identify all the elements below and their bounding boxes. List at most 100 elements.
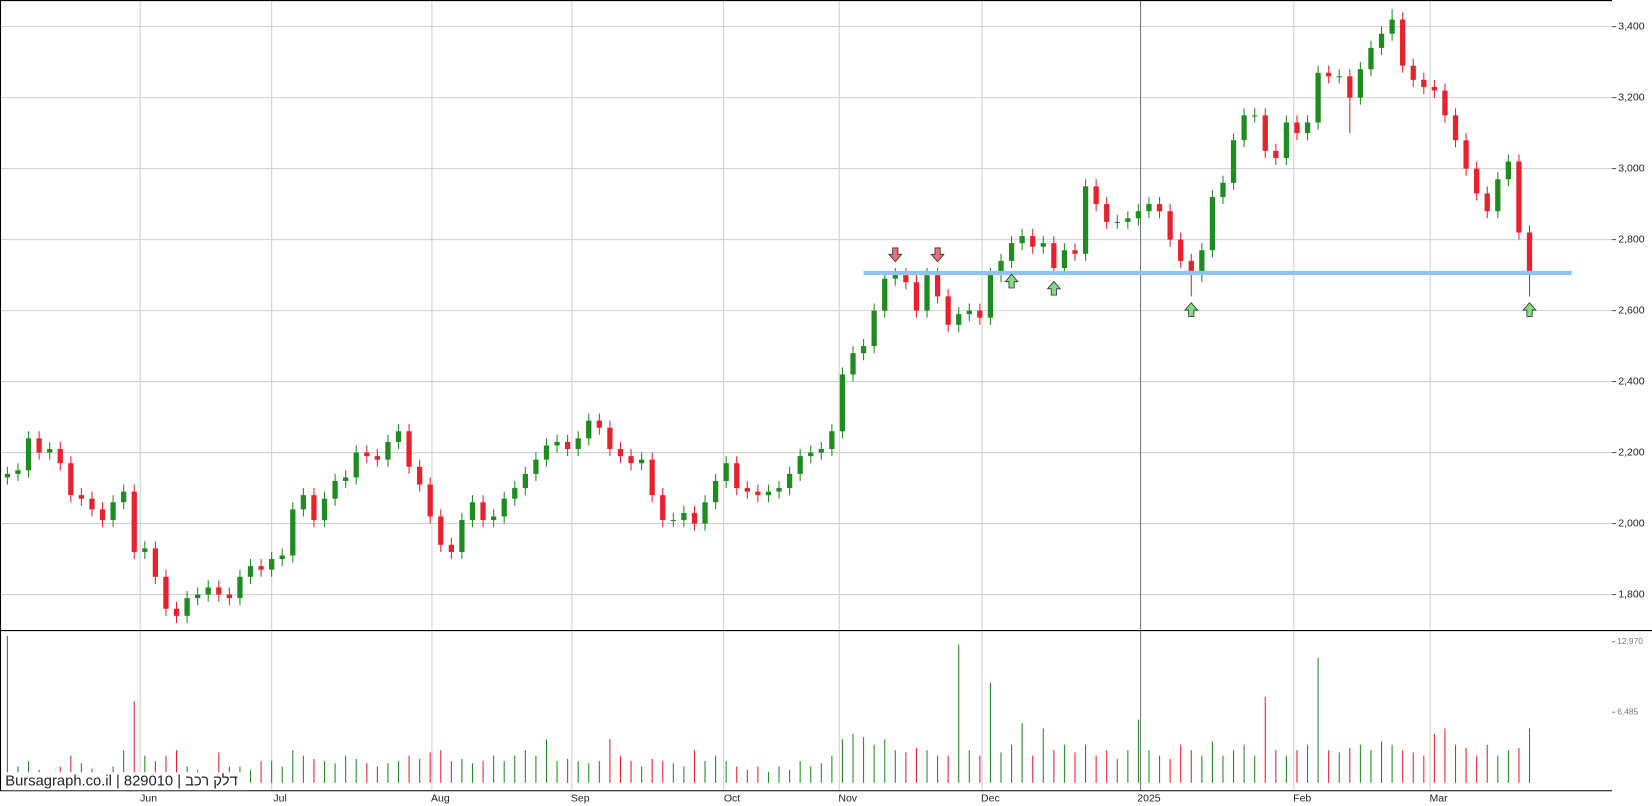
candle-body [1389,19,1395,34]
signal-arrow [930,247,945,263]
candle-body [1167,211,1173,240]
y-tick-label: 2,600 [1618,304,1644,316]
x-tick-label: Jul [273,792,286,804]
candle-body [1516,161,1522,233]
candle-body [1125,218,1131,222]
candle-body [670,520,676,522]
candle-body [89,498,95,510]
candle-body [1273,150,1279,158]
candle-body [99,509,106,521]
signal-arrow [1046,280,1062,296]
candle-body [364,452,370,457]
candle-body [1008,243,1015,261]
candle-body [195,594,201,599]
candle-body [1040,243,1046,247]
candle-body [1114,221,1120,223]
y-tick-label: 3,400 [1618,20,1644,32]
candle-body [797,456,803,474]
candle-body [1294,122,1300,134]
candle-body [1199,250,1205,276]
candle-body [300,495,307,510]
candle-body [216,587,222,595]
candle-body [36,438,42,453]
candle-body [1241,115,1247,141]
x-tick-label: Jun [140,792,157,804]
candle-body [1410,65,1416,80]
candle-body [15,470,21,474]
candle-body [1156,204,1163,212]
candle-body [1220,182,1226,198]
y2-tick-label: 12,970 [1617,636,1643,646]
candle-body [321,498,328,521]
candle-body [586,420,592,439]
x-tick-label: Sep [571,792,590,804]
candle-body [226,594,233,599]
candle-body [311,495,317,521]
x-tick-label: Aug [431,792,450,804]
candle-body [269,559,275,570]
candle-body [596,420,602,428]
candle-body [173,608,180,616]
candle-body [512,488,518,499]
candle-body [279,555,285,560]
y-tick-label: 3,200 [1618,91,1644,103]
candle-body [469,502,476,521]
candle-body [427,484,433,517]
candle-body [417,466,423,485]
candle-body [712,480,719,503]
candle-body [1400,19,1406,66]
footer-box [2,772,249,791]
candle-body [702,502,708,524]
candle-body [1326,72,1332,77]
candle-body [839,374,846,432]
signal-arrow [1522,302,1537,317]
y-tick-label: 2,400 [1618,375,1644,387]
candle-body [1505,161,1512,180]
candle-body [744,488,750,492]
candle-body [1463,140,1469,169]
candle-body [438,516,444,545]
candle-body [406,431,412,467]
candle-body [78,495,85,499]
x-tick-label: Mar [1430,792,1449,804]
candle-body [353,452,359,478]
candle-body [490,516,497,521]
candle-body [57,449,63,464]
candle-body [332,480,338,499]
candle-body [1474,168,1480,194]
candle-body [395,431,402,442]
x-tick-label: Oct [724,792,740,804]
candle-body [691,512,698,524]
candle-body [152,548,159,577]
candle-body [1252,115,1258,117]
x-tick-label: Feb [1293,792,1311,804]
y-tick-label: 2,800 [1618,233,1644,245]
candle-body [142,548,148,552]
candle-body [343,477,349,481]
candle-body [448,544,454,552]
candle-body [903,275,909,283]
candle-body [1051,243,1057,268]
candle-body [1262,115,1268,151]
candle-body [786,473,793,489]
candle-body [892,275,898,279]
y-tick-label: 3,000 [1618,162,1644,174]
candle-body [1061,250,1068,268]
candle-body [258,566,264,570]
candle-body [755,491,761,496]
candle-body [934,275,941,297]
candle-body [1304,122,1311,134]
candle-body [829,431,835,450]
signal-arrow [888,247,903,263]
candle-body [564,441,571,450]
x-tick-label: Dec [981,792,1000,804]
candle-body [776,488,782,492]
candle-body [998,260,1004,276]
candle-body [459,520,465,552]
candle-body [924,275,930,311]
candle-body [68,463,74,496]
candle-body [184,598,190,616]
candle-body [860,346,867,354]
